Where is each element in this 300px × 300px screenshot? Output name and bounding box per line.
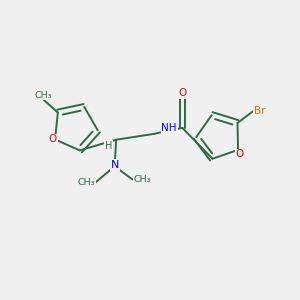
Text: O: O <box>236 149 244 159</box>
Text: Br: Br <box>254 106 266 116</box>
Text: CH₃: CH₃ <box>77 178 95 187</box>
Text: CH₃: CH₃ <box>35 91 52 100</box>
Text: CH₃: CH₃ <box>134 175 152 184</box>
Text: H: H <box>105 141 112 151</box>
Text: O: O <box>49 134 57 144</box>
Text: O: O <box>178 88 187 98</box>
Text: NH: NH <box>161 123 177 133</box>
Text: N: N <box>110 160 119 170</box>
